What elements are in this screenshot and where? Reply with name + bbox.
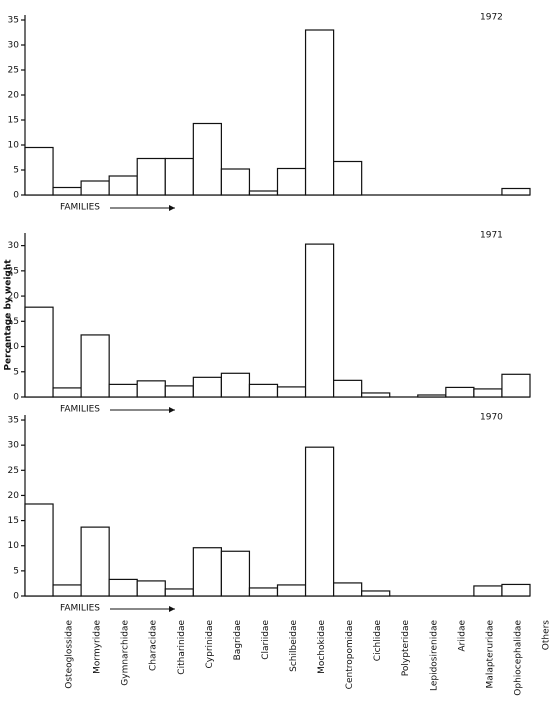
y-tick-label: 25 bbox=[8, 466, 19, 476]
bar bbox=[361, 392, 391, 398]
y-tick-label: 0 bbox=[13, 191, 19, 201]
bar bbox=[220, 372, 251, 398]
bar bbox=[445, 386, 475, 398]
y-tick-label: 20 bbox=[8, 91, 20, 101]
x-tick-label: Centropomidae bbox=[345, 620, 355, 690]
x-tick-label: Schilbeidae bbox=[289, 620, 299, 672]
bar bbox=[276, 167, 307, 196]
bar bbox=[192, 547, 222, 597]
bar bbox=[52, 186, 82, 196]
y-tick-label: 15 bbox=[8, 317, 19, 327]
y-tick-label: 25 bbox=[8, 66, 19, 76]
bar bbox=[333, 379, 363, 398]
y-tick-label: 5 bbox=[13, 566, 19, 576]
x-tick-label: Osteoglossidae bbox=[65, 620, 75, 689]
x-axis-note: FAMILIES bbox=[60, 203, 100, 213]
bar bbox=[417, 394, 447, 398]
x-tick-label: Ophiocephalidae bbox=[513, 620, 523, 696]
panel-title: 1971 bbox=[480, 231, 503, 241]
bar bbox=[136, 157, 166, 196]
y-tick-label: 0 bbox=[13, 393, 19, 403]
y-tick-label: 5 bbox=[13, 367, 19, 377]
panel-title: 1970 bbox=[480, 413, 503, 423]
bar bbox=[164, 157, 194, 196]
bar bbox=[220, 550, 251, 597]
bar bbox=[80, 180, 110, 196]
bar bbox=[276, 386, 307, 398]
bar bbox=[220, 168, 251, 196]
bar bbox=[108, 383, 138, 398]
x-tick-label: Lepidosirenidae bbox=[429, 620, 439, 691]
bar bbox=[473, 388, 503, 398]
bar bbox=[304, 243, 335, 398]
bar bbox=[192, 122, 222, 196]
x-tick-label: Cyprinidae bbox=[205, 620, 215, 669]
x-tick-label: Clariidae bbox=[261, 620, 271, 660]
bar bbox=[333, 160, 363, 196]
y-tick-label: 30 bbox=[8, 241, 20, 251]
bar bbox=[24, 503, 54, 597]
y-tick-label: 30 bbox=[8, 441, 20, 451]
bar bbox=[108, 578, 138, 597]
x-tick-label: Ariidae bbox=[457, 620, 467, 652]
bar bbox=[52, 584, 82, 597]
x-tick-label: Cichlidae bbox=[373, 620, 383, 662]
y-tick-label: 10 bbox=[8, 342, 20, 352]
bar bbox=[333, 582, 363, 597]
bar bbox=[24, 146, 54, 196]
y-tick-label: 10 bbox=[8, 541, 20, 551]
y-tick-label: 15 bbox=[8, 116, 19, 126]
x-tick-label: Mochokidae bbox=[317, 620, 327, 674]
y-tick-label: 20 bbox=[8, 292, 20, 302]
bar bbox=[501, 583, 531, 597]
x-axis-note: FAMILIES bbox=[60, 604, 100, 614]
y-tick-label: 10 bbox=[8, 141, 20, 151]
bar bbox=[304, 29, 335, 196]
bar bbox=[108, 175, 138, 196]
bar bbox=[501, 373, 531, 398]
y-axis-label: Percentage by weight bbox=[4, 259, 14, 371]
y-tick-label: 35 bbox=[8, 16, 19, 26]
bar bbox=[361, 590, 391, 597]
bar bbox=[276, 584, 307, 597]
bar bbox=[501, 187, 531, 196]
x-tick-label: Mormyridae bbox=[93, 620, 103, 674]
x-tick-label: Others bbox=[541, 620, 550, 651]
bar bbox=[164, 588, 194, 597]
bar bbox=[248, 190, 279, 196]
bar bbox=[136, 580, 166, 597]
bar bbox=[164, 385, 194, 398]
bar bbox=[192, 376, 222, 398]
y-tick-label: 35 bbox=[8, 416, 19, 426]
bar bbox=[136, 380, 166, 398]
x-tick-label: Citharinidae bbox=[177, 620, 187, 675]
bar bbox=[473, 585, 503, 597]
x-axis-note: FAMILIES bbox=[60, 405, 100, 415]
bar bbox=[52, 387, 82, 398]
bar bbox=[248, 383, 279, 398]
x-tick-label: Bagridae bbox=[233, 620, 243, 661]
bar bbox=[304, 446, 335, 597]
x-tick-label: Gymnarchidae bbox=[121, 620, 131, 686]
bar bbox=[248, 587, 279, 597]
panel-title: 1972 bbox=[480, 13, 503, 23]
x-tick-label: Polypteridae bbox=[401, 620, 411, 677]
y-tick-label: 20 bbox=[8, 491, 20, 501]
y-tick-label: 15 bbox=[8, 516, 19, 526]
bar bbox=[80, 334, 110, 398]
x-tick-label: Characidae bbox=[149, 620, 159, 671]
y-tick-label: 30 bbox=[8, 41, 20, 51]
y-tick-label: 0 bbox=[13, 592, 19, 602]
y-tick-label: 25 bbox=[8, 266, 19, 276]
bar bbox=[80, 526, 110, 597]
bar bbox=[24, 306, 54, 398]
y-tick-label: 5 bbox=[13, 166, 19, 176]
x-tick-label: Malapteruridae bbox=[485, 620, 495, 689]
